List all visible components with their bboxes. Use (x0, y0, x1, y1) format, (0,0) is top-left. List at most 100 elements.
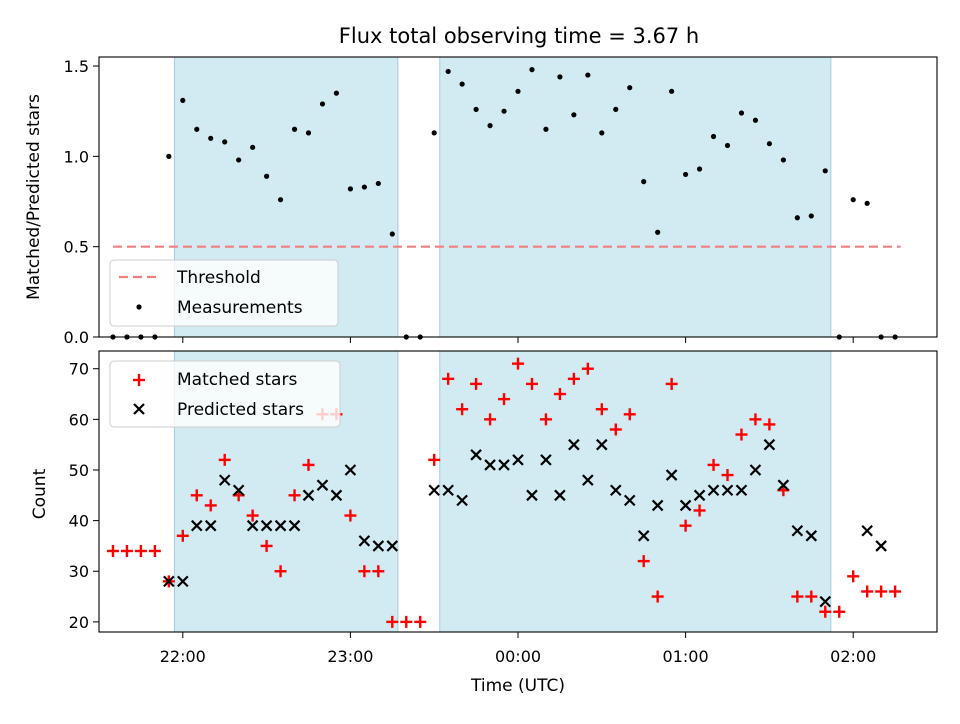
predicted-star-marker (288, 519, 301, 532)
predicted-star-marker (204, 519, 217, 532)
measurement-point (585, 72, 591, 78)
matched-star-marker (595, 403, 608, 416)
top-x-ticks (182, 337, 854, 343)
ratio-axes: 0.0 0.5 1.0 1.5 Matched/Predicted stars Thr… (24, 56, 938, 347)
matched-star-marker (274, 565, 287, 578)
predicted-star-marker-b (875, 540, 887, 552)
matched-star-marker (456, 403, 469, 416)
observing-intervals (173, 56, 832, 338)
measurement-point (780, 157, 786, 163)
top-y-ticks: 0.0 0.5 1.0 1.5 (64, 57, 99, 347)
predicted-star-marker-b (805, 530, 818, 542)
measurement-point (864, 200, 870, 206)
matched-star-marker (651, 590, 664, 603)
predicted-star-marker-b (386, 540, 399, 552)
measurement-point (543, 126, 549, 132)
predicted-star-marker-b (246, 519, 259, 532)
measurement-point (627, 85, 633, 91)
predicted-star-marker (805, 530, 818, 542)
predicted-star-marker (512, 454, 524, 466)
predicted-star-marker (609, 484, 622, 497)
measurement-point (166, 153, 172, 159)
predicted-star-marker-b (316, 479, 329, 491)
matched-star-marker (372, 565, 385, 578)
predicted-star-marker-b (540, 454, 552, 466)
bottom-y-axis-label: Count (30, 468, 50, 519)
x-tick-label: 23:00 (327, 647, 373, 666)
matched-star-marker (889, 585, 902, 598)
matched-star-marker (609, 423, 622, 436)
matched-star-marker (204, 499, 217, 512)
y-tick-label: 20 (69, 613, 89, 632)
predicted-star-marker (344, 464, 357, 476)
matched-star-marker (819, 605, 832, 618)
predicted-star-marker (861, 524, 873, 537)
measurement-point (752, 117, 759, 123)
predicted-star-marker (372, 540, 385, 552)
measurement-point (822, 168, 828, 174)
measurement-point (431, 130, 437, 136)
matched-star-marker (679, 519, 692, 532)
predicted-star-marker-b (498, 459, 510, 471)
y-tick-label: 0.5 (64, 238, 89, 257)
predicted-star-marker (554, 489, 566, 502)
y-tick-label: 70 (69, 360, 89, 379)
measurement-point (208, 135, 214, 141)
predicted-star-marker (693, 489, 706, 502)
predicted-star-marker (246, 519, 259, 532)
matched-star-marker (176, 529, 189, 542)
matched-star-marker (665, 377, 678, 390)
top-legend: Threshold Measurements (109, 259, 339, 327)
predicted-star-marker (274, 519, 287, 532)
predicted-star-marker-b (470, 449, 482, 461)
predicted-star-marker-b (568, 438, 580, 451)
matched-star-marker (190, 489, 203, 502)
measurement-point (557, 74, 563, 80)
matched-star-marker (763, 418, 776, 431)
matched-star-marker (470, 377, 483, 390)
predicted-star-marker (582, 474, 594, 486)
predicted-star-marker-b (623, 494, 636, 507)
matched-star-marker (847, 570, 860, 583)
predicted-star-marker-b (442, 484, 454, 497)
measurement-point (180, 97, 186, 103)
bottom-y-ticks: 20 30 40 50 60 70 (69, 360, 99, 632)
measurement-point (445, 68, 451, 75)
matched-star-marker (875, 585, 888, 598)
legend-predicted-label: Predicted stars (177, 400, 304, 420)
predicted-star-marker (498, 459, 510, 471)
matched-star-marker (512, 357, 524, 370)
predicted-star-marker (679, 499, 692, 512)
measurement-point (613, 106, 619, 112)
predicted-star-marker-b (428, 484, 440, 497)
matched-star-marker (805, 590, 818, 603)
predicted-star-marker-b (288, 519, 301, 532)
matched-star-marker (539, 413, 552, 426)
predicted-star-marker (428, 484, 440, 497)
matched-star-marker (106, 544, 119, 557)
predicted-star-marker-b (358, 535, 371, 547)
predicted-star-marker-b (456, 494, 468, 507)
y-tick-label: 50 (69, 461, 89, 480)
bottom-legend: Matched stars Predicted stars (109, 360, 341, 428)
matched-star-marker (148, 544, 161, 557)
matched-star-marker (833, 605, 846, 618)
legend-measurements-swatch (136, 304, 142, 310)
measurement-point (599, 130, 605, 136)
measurement-point (710, 133, 717, 140)
predicted-star-marker-b (232, 484, 245, 497)
bottom-legend-box (109, 360, 341, 428)
predicted-star-marker (358, 535, 371, 547)
measurement-point (473, 106, 479, 112)
predicted-star-marker-b (344, 464, 357, 476)
matched-star-marker (246, 509, 259, 522)
matched-star-marker (414, 615, 427, 628)
predicted-star-marker-b (819, 595, 832, 608)
predicted-star-marker (623, 494, 636, 507)
measurement-point (389, 231, 395, 237)
predicted-star-marker (526, 489, 538, 502)
matched-star-marker (400, 615, 413, 628)
y-tick-label: 1.0 (64, 147, 89, 166)
predicted-star-marker (540, 454, 552, 466)
